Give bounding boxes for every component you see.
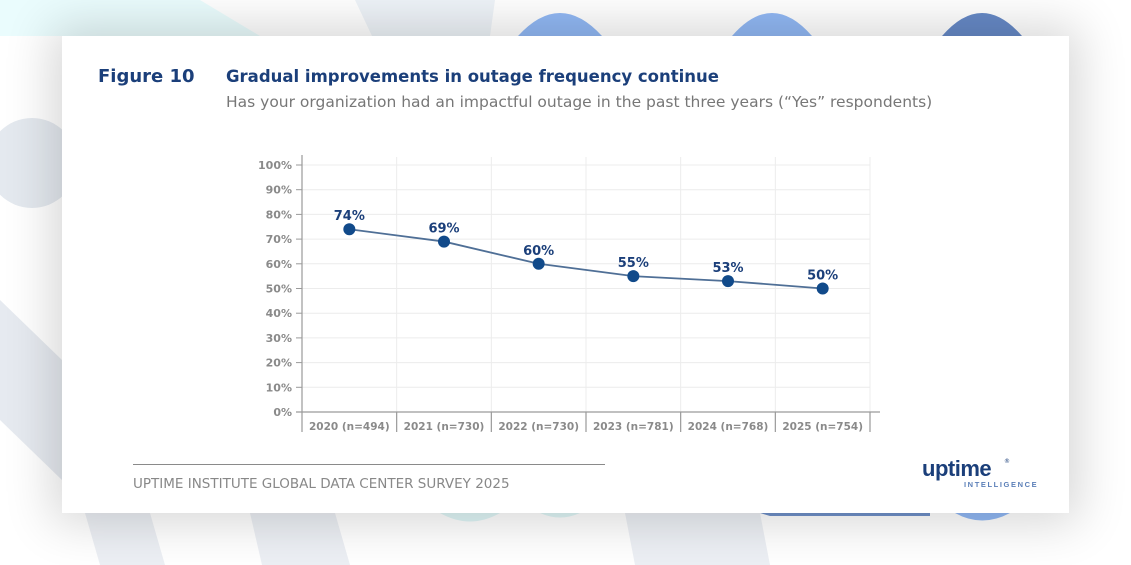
data-point <box>438 235 450 248</box>
series-line <box>349 228 823 290</box>
bg-band-3 <box>625 513 770 565</box>
figure-label: Figure 10 <box>98 66 195 87</box>
y-tick-label: 20% <box>266 357 292 370</box>
x-tick-label: 2024 (n=768) <box>688 421 769 433</box>
bg-cyan-drop-1 <box>440 513 500 522</box>
bg-blue-dome-2 <box>732 13 812 36</box>
data-label: 69% <box>428 222 459 237</box>
y-tick-label: 80% <box>266 208 292 221</box>
chart-gridlines <box>302 157 871 412</box>
logo-registered-mark: ® <box>1004 458 1010 465</box>
bg-blue-drop <box>955 513 1010 521</box>
x-tick-label: 2022 (n=730) <box>498 421 579 433</box>
figure-title: Gradual improvements in outage frequency… <box>226 67 719 86</box>
y-tick-label: 70% <box>266 233 292 246</box>
data-label: 55% <box>618 256 649 271</box>
y-tick-label: 50% <box>266 283 292 296</box>
data-point <box>343 223 356 236</box>
x-tick-label: 2021 (n=730) <box>404 421 485 433</box>
logo-subtitle: INTELLIGENCE <box>964 480 1039 489</box>
x-axis-ticks: 2020 (n=494) 2021 (n=730) 2022 (n=730) 2023… <box>309 412 871 433</box>
data-point <box>722 275 734 288</box>
data-label: 60% <box>523 244 554 259</box>
chart-axes <box>296 155 880 432</box>
data-point <box>627 270 640 283</box>
footer-divider <box>133 464 605 465</box>
y-tick-label: 0% <box>273 406 292 419</box>
data-label: 53% <box>712 261 743 276</box>
bg-blue-strip <box>760 513 930 516</box>
data-label: 50% <box>807 269 838 284</box>
bg-blue-dome-3 <box>942 13 1022 36</box>
y-tick-label: 60% <box>266 258 292 271</box>
y-tick-label: 40% <box>266 307 292 320</box>
x-tick-label: 2020 (n=494) <box>309 421 390 433</box>
y-tick-label: 100% <box>258 159 292 172</box>
x-tick-label: 2025 (n=754) <box>782 421 863 433</box>
footer-source: UPTIME INSTITUTE GLOBAL DATA CENTER SURV… <box>133 476 510 492</box>
y-axis-ticks: 0% 10% 20% 30% 40% 50% 60% 70% 80% 90% 100% <box>258 159 302 419</box>
bg-cyan-band <box>0 0 260 36</box>
bg-pale-arc <box>355 0 495 36</box>
data-labels: 74% 69% 60% 55% 53% 50% <box>334 209 838 283</box>
bg-cyan-drop-2 <box>540 513 580 518</box>
bg-grey-band-left <box>0 300 62 480</box>
data-point <box>532 257 545 270</box>
chart-series <box>343 223 829 295</box>
line-chart: 0% 10% 20% 30% 40% 50% 60% 70% 80% 90% 100% 2020 (… <box>258 155 880 433</box>
y-tick-label: 90% <box>266 184 292 197</box>
y-tick-label: 10% <box>266 381 292 394</box>
y-tick-label: 30% <box>266 332 292 345</box>
bg-blue-dome-1 <box>518 13 602 36</box>
data-point <box>816 282 829 295</box>
data-label: 74% <box>334 209 365 224</box>
uptime-intelligence-logo: uptime ® INTELLIGENCE <box>922 456 1037 492</box>
bg-grey-circle <box>0 118 77 208</box>
figure-subtitle: Has your organization had an impactful o… <box>226 93 933 111</box>
figure-card: Figure 10 Gradual improvements in outage… <box>62 36 1069 513</box>
bg-band-1 <box>85 513 165 565</box>
logo-word: uptime <box>922 456 992 481</box>
bg-band-2 <box>250 513 350 565</box>
x-tick-label: 2023 (n=781) <box>593 421 674 433</box>
